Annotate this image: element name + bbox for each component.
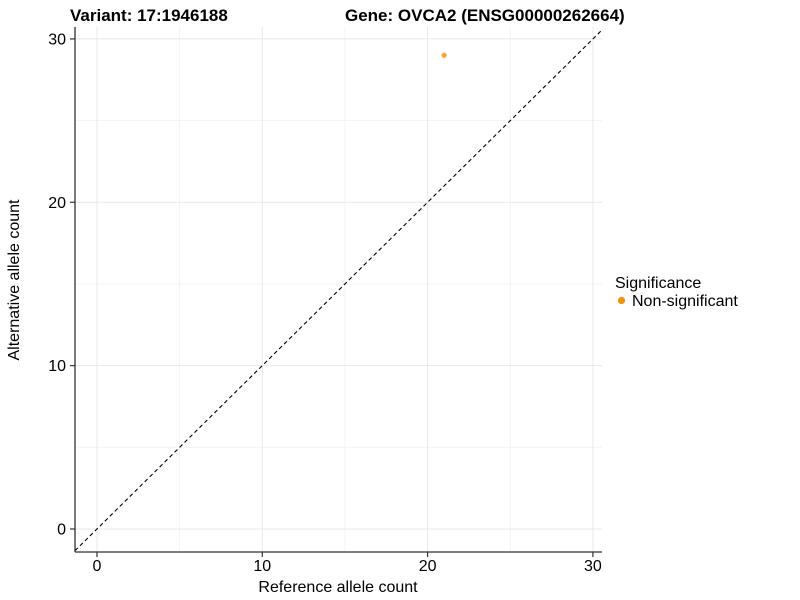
legend-item-label: Non-significant [632, 293, 738, 310]
axis-tick-labels: 0 10 20 30 0 10 20 30 [48, 32, 602, 575]
plot-title-variant: Variant: 17:1946188 [70, 6, 228, 25]
axis-ticks [70, 38, 594, 557]
legend-point-swatch [617, 296, 626, 305]
major-gridlines [75, 27, 602, 552]
x-tick-label: 10 [253, 558, 271, 575]
data-point [441, 52, 447, 58]
minor-gridlines [75, 27, 602, 552]
data-layer [74, 29, 603, 552]
plot-title-gene: Gene: OVCA2 (ENSG00000262664) [345, 6, 625, 25]
x-tick-label: 30 [584, 558, 602, 575]
y-tick-label: 20 [48, 195, 66, 212]
y-axis-title: Alternative allele count [6, 199, 23, 361]
y-tick-label: 0 [57, 522, 66, 539]
x-tick-label: 20 [419, 558, 437, 575]
legend: Significance Non-significant [615, 275, 738, 310]
x-axis-title: Reference allele count [258, 579, 418, 596]
y-tick-label: 30 [48, 32, 66, 49]
x-tick-label: 0 [93, 558, 102, 575]
y-tick-label: 10 [48, 358, 66, 375]
axes [74, 27, 602, 553]
identity-reference-line [74, 29, 603, 552]
legend-title: Significance [615, 275, 701, 292]
